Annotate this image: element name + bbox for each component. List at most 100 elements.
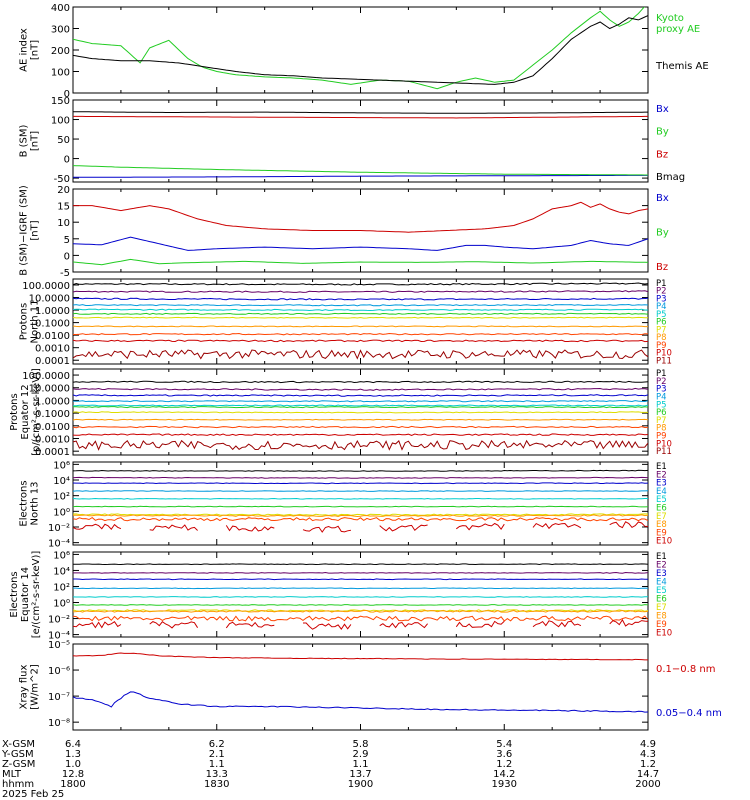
y-axis-label: B (SM)−IGRF (SM) xyxy=(19,185,30,276)
series-line-themis-ae xyxy=(73,15,648,85)
y-tick-label: 10⁻² xyxy=(48,523,70,534)
series-line-p5 xyxy=(73,404,648,407)
y-tick-label: 10⁻⁴ xyxy=(48,539,70,550)
ephemeris-value: 1930 xyxy=(492,779,517,790)
legend-entry: P8 xyxy=(656,424,667,434)
series-group xyxy=(73,652,648,713)
ephemeris-value: 5.4 xyxy=(496,739,512,750)
legend-entry: E3 xyxy=(656,569,667,579)
series-line-e10 xyxy=(379,524,428,532)
legend-entry: E5 xyxy=(656,586,667,596)
y-tick-label: 0.1000 xyxy=(35,319,70,330)
series-line-0-05-0-4-nm xyxy=(73,691,648,713)
legend-entry: P9 xyxy=(656,432,667,442)
legend-entry: 0.05−0.4 nm xyxy=(656,708,722,719)
series-line-e8 xyxy=(73,514,648,518)
legend-entry: P6 xyxy=(656,318,667,328)
series-line-bx xyxy=(73,236,648,251)
series-line-e4 xyxy=(73,587,648,590)
series-line-p6 xyxy=(73,406,648,409)
panel-frame xyxy=(72,461,649,546)
legend-entry: E4 xyxy=(656,487,667,497)
panel-3: -5 0 5 10 15 20 B (SM)−IGRF (SM) [nT] Bx By Bz xyxy=(19,185,669,279)
legend-entry: P2 xyxy=(656,287,667,297)
legend-entry: E2 xyxy=(656,470,667,480)
y-axis-label: Electrons xyxy=(9,571,20,617)
legend-entry: Themis AE xyxy=(655,61,709,72)
series-line-e3 xyxy=(73,578,648,581)
series-line-e8 xyxy=(73,609,648,613)
legend-entry: Bx xyxy=(656,104,669,115)
series-line-e5 xyxy=(73,497,648,500)
y-tick-label: 0.0001 xyxy=(35,356,70,367)
series-line-p7 xyxy=(73,316,648,319)
series-line-by xyxy=(73,258,648,266)
series-line-e10 xyxy=(456,522,505,531)
ephemeris-value: 13.3 xyxy=(206,769,228,780)
y-tick-label: -5 xyxy=(60,268,70,279)
ephemeris-value: 14.2 xyxy=(493,769,515,780)
y-tick-label: 10⁻⁷ xyxy=(48,692,70,703)
y-tick-label: 10⁻⁵ xyxy=(48,640,70,651)
series-group xyxy=(73,282,648,360)
legend-entry: 0.1−0.8 nm xyxy=(656,664,715,675)
series-line-e10 xyxy=(609,618,648,627)
legend-entry: proxy AE xyxy=(656,24,700,35)
series-line-e10 xyxy=(532,620,582,628)
y-tick-label: 0.0001 xyxy=(35,447,70,458)
y-tick-label: 10² xyxy=(53,582,70,593)
legend-entry: P8 xyxy=(656,333,667,343)
series-line-e6 xyxy=(73,604,648,606)
legend-entry: Bx xyxy=(656,193,669,204)
legend-entry: P9 xyxy=(656,341,667,351)
y-tick-label: 10² xyxy=(53,492,70,503)
legend-entry: P3 xyxy=(656,385,667,395)
y-tick-label: 400 xyxy=(51,3,70,14)
series-line-e10 xyxy=(73,621,122,629)
series-line-p6 xyxy=(73,312,648,315)
ephemeris-label: hhmm xyxy=(2,779,34,790)
ephemeris-label: MLT xyxy=(2,769,22,780)
legend-entry: P4 xyxy=(656,392,667,402)
series-group xyxy=(73,469,648,533)
y-axis-label: [e/(cm²-s-sr-keV)] xyxy=(31,551,42,639)
legend-entry: P5 xyxy=(656,400,667,410)
series-line-bx xyxy=(73,174,648,178)
ephemeris-value: 14.7 xyxy=(637,769,659,780)
legend-entry: Bmag xyxy=(656,172,685,183)
legend-entry: P1 xyxy=(656,369,667,379)
series-line-e6 xyxy=(73,505,648,508)
y-axis-label: [nT] xyxy=(30,131,41,151)
series-line-e9 xyxy=(73,615,648,622)
series-line-e10 xyxy=(73,523,122,530)
series-line-kyoto-proxy-ae xyxy=(73,7,645,90)
y-tick-label: 10.0000 xyxy=(29,384,70,395)
y-axis-label: [nT] xyxy=(30,40,41,60)
y-tick-label: 1.0000 xyxy=(35,306,70,317)
y-tick-label: 150 xyxy=(51,96,70,107)
y-axis-label: [p/(cm²-s-sr-keV)] xyxy=(31,368,42,456)
series-group xyxy=(73,7,648,90)
y-tick-label: 10⁻⁸ xyxy=(48,718,70,729)
series-line-p8 xyxy=(73,325,648,328)
panel-frame xyxy=(72,6,649,94)
legend-entry: E7 xyxy=(656,512,667,522)
y-tick-label: 0 xyxy=(64,155,70,166)
legend-entry: By xyxy=(656,127,669,138)
legend-entry: By xyxy=(656,228,669,239)
legend-entry: E9 xyxy=(656,528,667,538)
y-tick-label: 20 xyxy=(57,185,70,196)
series-line-p4 xyxy=(73,303,648,307)
y-tick-label: 0 xyxy=(64,89,70,100)
series-line-e10 xyxy=(303,622,352,630)
panel-2: -50 0 50 100 150 B (SM) [nT] Bx By Bz Bmag xyxy=(19,96,686,185)
y-axis-label: B (SM) xyxy=(19,124,30,157)
series-line-bz xyxy=(73,201,648,233)
y-tick-label: 300 xyxy=(51,25,70,36)
legend-entry: P1 xyxy=(656,279,667,289)
series-line-e2 xyxy=(73,571,648,574)
legend-entry: E3 xyxy=(656,479,667,489)
series-line-p7 xyxy=(73,411,648,414)
series-line-e10 xyxy=(225,621,275,629)
y-axis-label: Equator 14 xyxy=(20,567,31,622)
